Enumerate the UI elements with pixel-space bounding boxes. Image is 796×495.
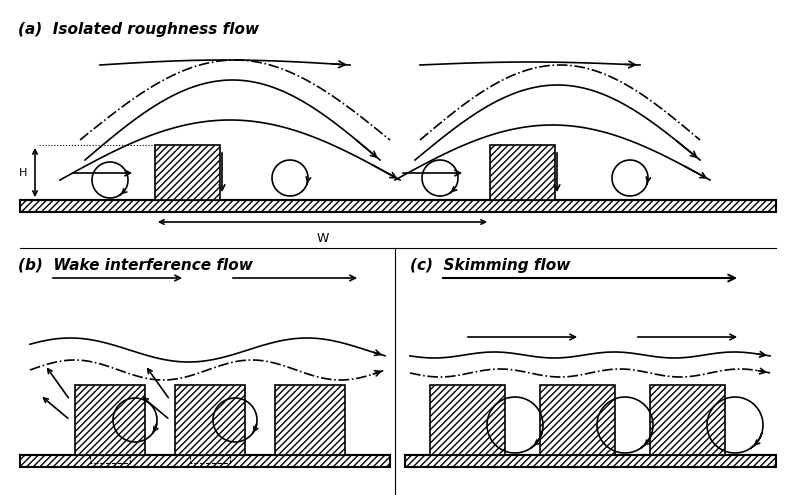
Text: (b)  Wake interference flow: (b) Wake interference flow xyxy=(18,258,253,273)
Text: W: W xyxy=(316,232,329,245)
Bar xyxy=(430,385,505,455)
Bar xyxy=(20,200,776,212)
Bar xyxy=(650,385,725,455)
Bar xyxy=(275,385,345,455)
Bar xyxy=(540,385,615,455)
Bar xyxy=(405,455,776,467)
Bar xyxy=(405,455,776,467)
Bar xyxy=(20,200,776,212)
Bar xyxy=(490,145,555,200)
Text: (c)  Skimming flow: (c) Skimming flow xyxy=(410,258,571,273)
Bar xyxy=(20,455,390,467)
Text: (a)  Isolated roughness flow: (a) Isolated roughness flow xyxy=(18,22,259,37)
Bar xyxy=(155,145,220,200)
Text: H: H xyxy=(18,167,27,178)
Bar xyxy=(175,385,245,455)
Bar xyxy=(75,385,145,455)
Bar xyxy=(20,455,390,467)
